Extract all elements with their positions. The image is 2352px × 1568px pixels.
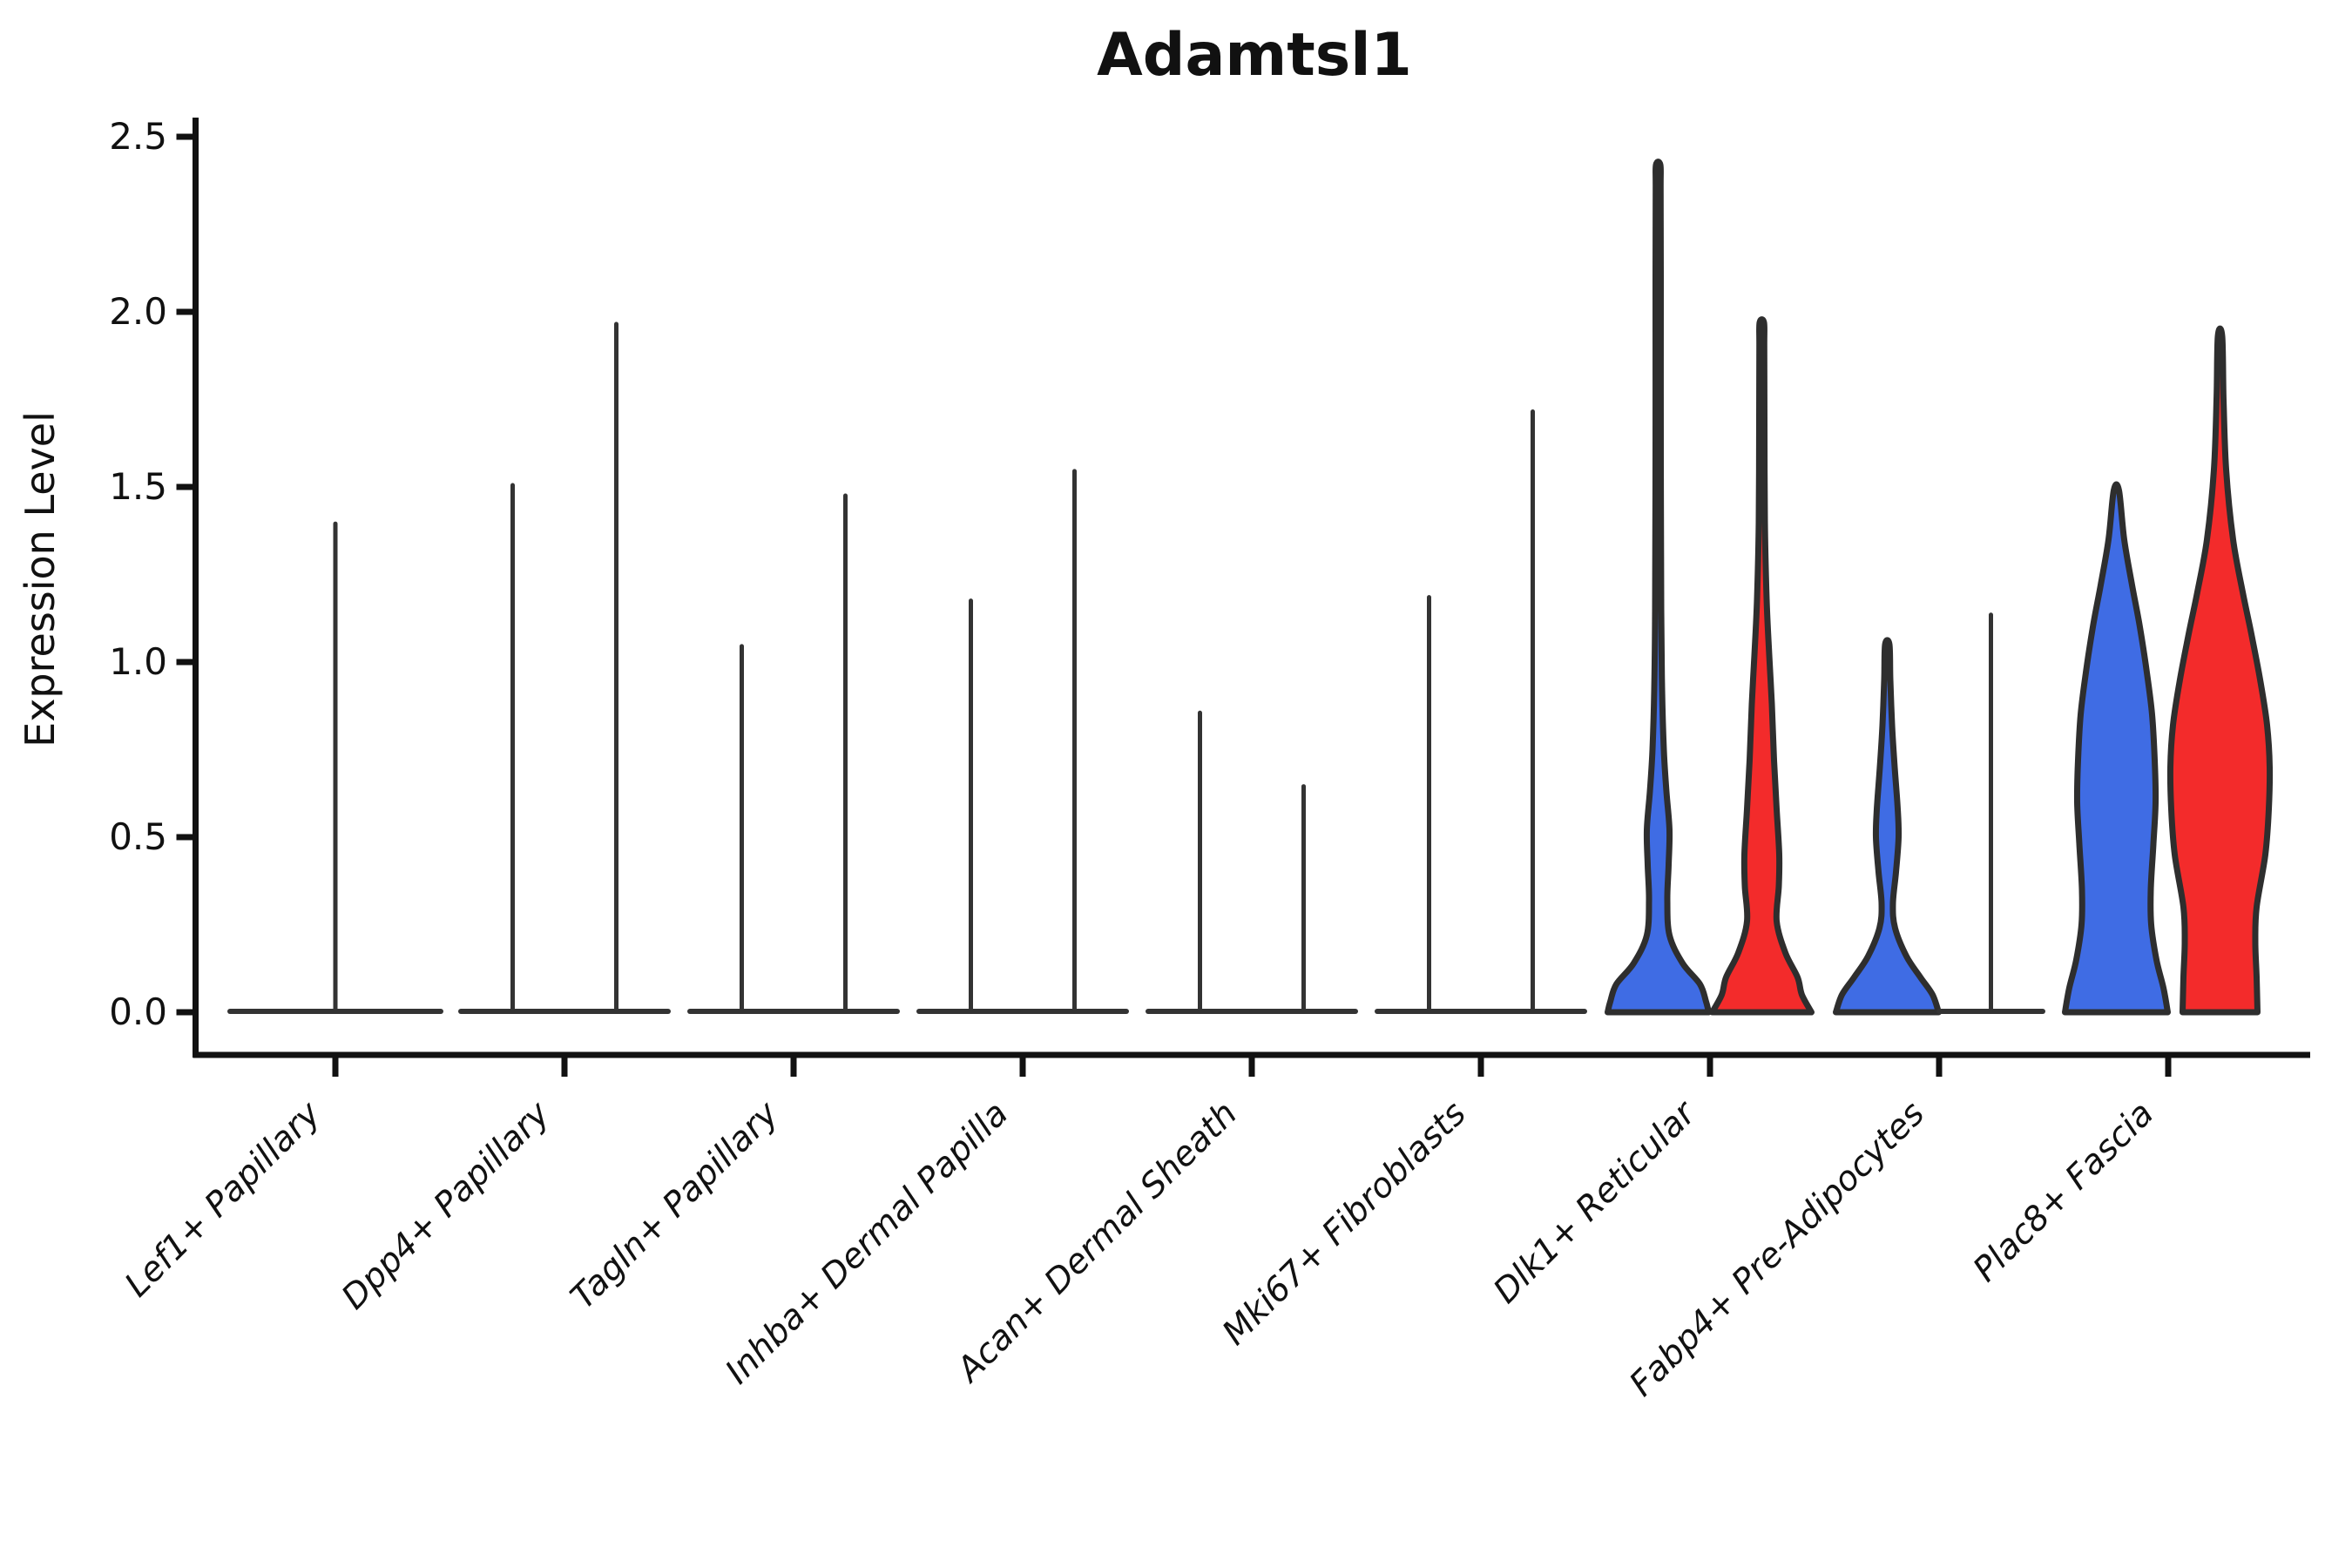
violin-fabp4-pre-adipocytes-0 <box>1833 637 1942 1016</box>
violin-plac8-fascia-1 <box>2166 325 2274 1016</box>
violin-dlk1-reticular-1 <box>1709 316 1815 1016</box>
violin-dlk1-reticular-0 <box>1605 159 1712 1016</box>
violin-plac8-fascia-0 <box>2062 481 2171 1016</box>
y-tick-label-0.5: 0.5 <box>109 815 167 858</box>
y-tick-label-2.5: 2.5 <box>109 115 167 158</box>
y-tick-label-0.0: 0.0 <box>109 990 167 1033</box>
y-tick-label-1.5: 1.5 <box>109 465 167 508</box>
y-tick-label-2.0: 2.0 <box>109 290 167 333</box>
y-tick-label-1.0: 1.0 <box>109 640 167 683</box>
y-axis-label: Expression Level <box>17 411 64 747</box>
chart-title: Adamtsl1 <box>1097 21 1412 90</box>
